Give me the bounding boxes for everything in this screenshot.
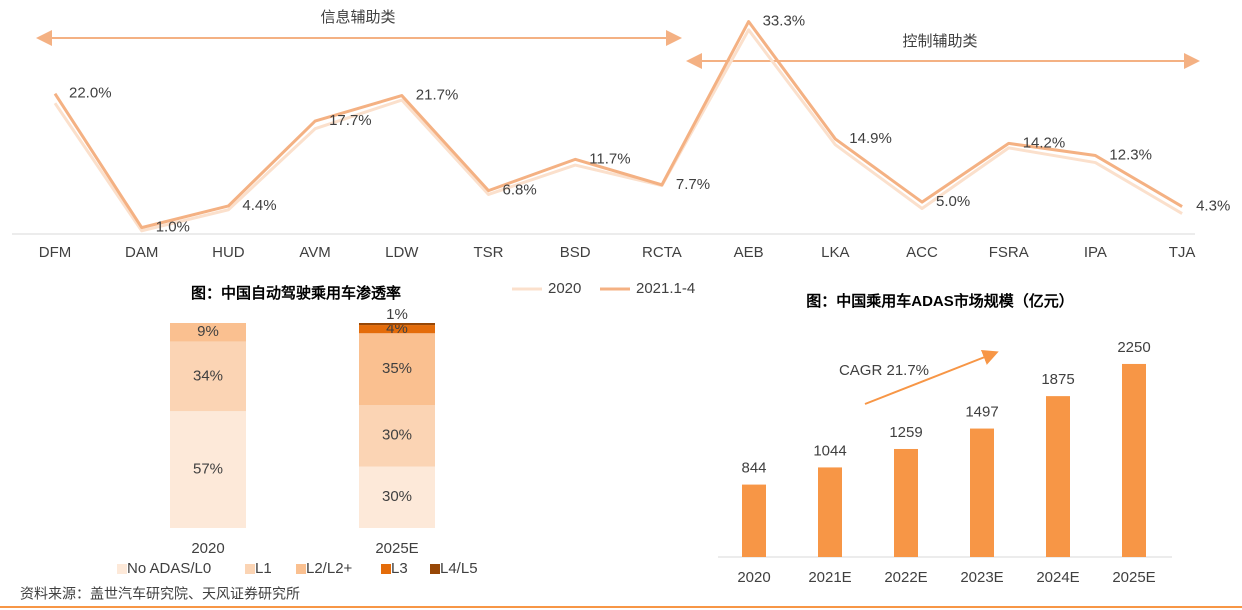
bar-segment: [170, 411, 246, 528]
data-label: 1497: [965, 404, 998, 421]
x-tick-label: LDW: [385, 244, 419, 261]
data-label: 17.7%: [329, 112, 372, 129]
x-tick-label: DAM: [125, 244, 158, 261]
data-label: 1.0%: [156, 219, 190, 236]
bar: [1046, 396, 1070, 557]
legend-swatch: [296, 564, 306, 574]
bar: [970, 428, 994, 557]
data-label: 7.7%: [676, 176, 710, 193]
data-label: 14.2%: [1023, 134, 1066, 151]
bar: [818, 467, 842, 557]
data-label: 1044: [813, 442, 846, 459]
x-tick-label: TSR: [474, 244, 504, 261]
data-label: 30%: [382, 427, 412, 444]
bar-segment: [359, 466, 435, 528]
data-label: 1875: [1041, 371, 1074, 388]
series-line: [53, 20, 1183, 230]
legend-swatch: [117, 564, 127, 574]
series-line: [53, 28, 1183, 233]
annotation: 控制辅助类: [902, 33, 977, 50]
x-tick-label: 2022E: [884, 569, 927, 586]
annotation: 信息辅助类: [320, 9, 395, 26]
x-tick-label: 2024E: [1036, 569, 1079, 586]
data-label: 21.7%: [416, 87, 459, 104]
data-label: 30%: [382, 488, 412, 505]
data-label: 1259: [889, 424, 922, 441]
source-note: 资料来源：盖世汽车研究院、天风证券研究所: [20, 586, 300, 602]
data-label: 12.3%: [1109, 146, 1152, 163]
x-tick-label: 2021E: [808, 569, 851, 586]
data-label: 4.4%: [242, 197, 276, 214]
legend-label: L2/L2+: [306, 560, 353, 577]
bar-segment: [359, 333, 435, 405]
data-label: 5.0%: [936, 193, 970, 210]
legend-swatch: [381, 564, 391, 574]
annotation: CAGR 21.7%: [839, 362, 929, 379]
x-tick-label: 2020: [191, 540, 224, 557]
data-label: 9%: [197, 323, 219, 340]
x-tick-label: 2020: [737, 569, 770, 586]
data-label: 11.7%: [589, 150, 630, 167]
legend-label: L4/L5: [440, 560, 478, 577]
x-tick-label: ACC: [906, 244, 938, 261]
bar: [894, 448, 918, 557]
data-label: 34%: [193, 367, 223, 384]
data-label: 6.8%: [503, 182, 537, 199]
data-label: 14.9%: [849, 130, 892, 147]
x-tick-label: BSD: [560, 244, 591, 261]
data-label: 35%: [382, 360, 412, 377]
legend-label: 2021.1-4: [636, 280, 695, 297]
bar-segment: [359, 405, 435, 467]
legend-label: 2020: [548, 280, 581, 297]
x-tick-label: AEB: [734, 244, 764, 261]
bar: [742, 484, 766, 557]
x-tick-label: RCTA: [642, 244, 682, 261]
legend-swatch: [245, 564, 255, 574]
x-tick-label: FSRA: [989, 244, 1029, 261]
trend-arrow: [864, 349, 999, 405]
x-tick-label: 2023E: [960, 569, 1003, 586]
x-tick-label: LKA: [821, 244, 849, 261]
x-tick-label: AVM: [299, 244, 330, 261]
bar-segment: [359, 325, 435, 334]
data-label: 2250: [1117, 339, 1150, 356]
data-label: 57%: [193, 461, 223, 478]
data-label: 22.0%: [69, 85, 112, 102]
data-label: 1%: [386, 306, 408, 323]
legend-swatch: [430, 564, 440, 574]
bar-segment: [170, 323, 246, 342]
data-label: 33.3%: [763, 13, 806, 30]
x-tick-label: TJA: [1169, 244, 1196, 261]
data-label: 4.3%: [1196, 198, 1230, 215]
legend-label: No ADAS/L0: [127, 560, 211, 577]
x-tick-label: HUD: [212, 244, 245, 261]
bar-segment: [170, 341, 246, 412]
x-tick-label: 2025E: [375, 540, 418, 557]
x-tick-label: IPA: [1084, 244, 1107, 261]
x-tick-label: DFM: [39, 244, 72, 261]
x-tick-label: 2025E: [1112, 569, 1155, 586]
legend-label: L3: [391, 560, 408, 577]
bar: [1122, 363, 1146, 557]
bar-segment: [359, 323, 435, 326]
chart-title: 图：中国乘用车ADAS市场规模（亿元）: [806, 292, 1074, 310]
legend-label: L1: [255, 560, 272, 577]
data-label: 844: [741, 460, 766, 477]
chart-title: 图：中国自动驾驶乘用车渗透率: [191, 284, 401, 302]
